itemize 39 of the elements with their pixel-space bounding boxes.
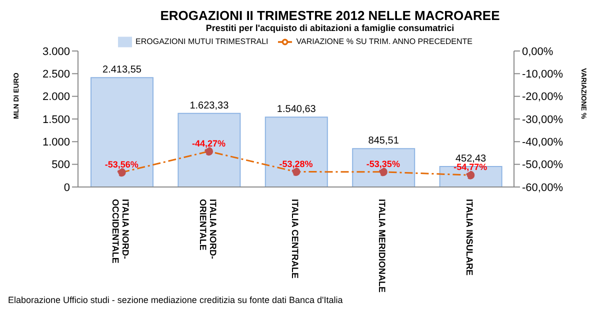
x-tick-label: ITALIA NORD-OCCIDENTALE	[110, 199, 131, 264]
y2-tick-label: -10,00%	[522, 68, 564, 81]
y2-tick-label: -30,00%	[522, 114, 564, 126]
data-label: -53,28%	[279, 158, 313, 169]
y2-tick-label: -60,00%	[522, 182, 564, 194]
y-tick-label: 2.500	[42, 68, 70, 81]
data-label: 1.540,63	[276, 104, 316, 116]
bar	[352, 148, 416, 187]
y2-tick-label: -40,00%	[522, 136, 564, 149]
y2-tick-label: -50,00%	[522, 159, 564, 172]
y-tick-label: 1.500	[42, 114, 70, 126]
legend-label: EROGAZIONI MUTUI TRIMESTRALI	[136, 37, 268, 46]
y-tick-label: 2.000	[42, 91, 70, 104]
bar	[90, 77, 154, 187]
x-tick-label: ITALIA INSULARE	[464, 199, 474, 276]
data-label: 2.413,55	[102, 64, 142, 76]
chart-title: EROGAZIONI II TRIMESTRE 2012 NELLE MACROAREE	[159, 8, 501, 23]
bar	[178, 112, 241, 187]
x-tick-label: ITALIA CENTRALE	[290, 199, 300, 278]
text: Elaborazione Ufficio studi - sezione mediazione creditizia su fonte dati Banca d'Italia	[8, 295, 344, 305]
y2-tick-label: -20,00%	[522, 91, 564, 104]
data-label: 452,43	[456, 153, 487, 164]
data-label: -53,56%	[104, 159, 138, 170]
y-tick-label: 500	[52, 159, 70, 172]
legend-label: VARIAZIONE % SU TRIM. ANNO PRECEDENTE	[296, 37, 472, 46]
data-label: -44,27%	[192, 138, 226, 148]
data-label: 1.623,33	[190, 100, 230, 112]
y-tick-label: 1.000	[42, 136, 70, 149]
x-tick-label: ITALIA NORD-ORIENTALE	[198, 199, 218, 259]
chart-subtitle: Prestiti per l'acquisto di abitazioni a famiglie consumatrici	[204, 23, 456, 33]
y-tick-label: 3.000	[42, 46, 70, 58]
y2-tick-label: 0,00%	[522, 46, 554, 58]
data-label: -53,35%	[366, 158, 400, 169]
y-tick-label: 0	[64, 182, 70, 194]
data-label: 845,51	[368, 136, 400, 147]
bar	[439, 166, 502, 187]
data-label: -54,77%	[454, 162, 488, 172]
x-tick-label: ITALIA MERIDIONALE	[377, 199, 388, 292]
bar	[264, 116, 328, 187]
